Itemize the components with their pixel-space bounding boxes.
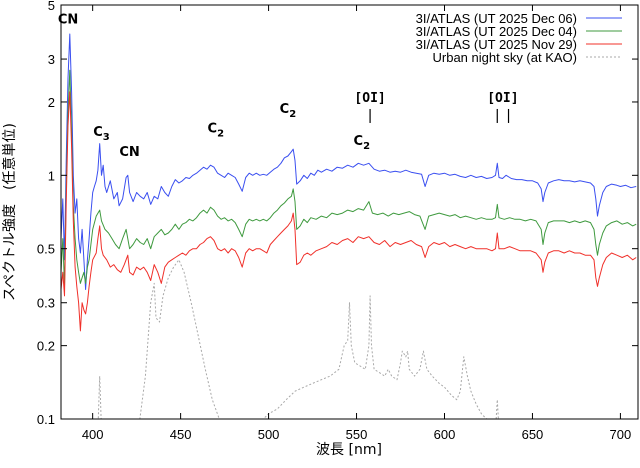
y-tick-label: 0.5 (37, 242, 55, 257)
x-tick-label: 550 (346, 427, 368, 442)
annotation-label: C3 (93, 125, 110, 143)
x-axis-label: 波長 [nm] (316, 442, 382, 458)
y-tick-label: 2 (48, 95, 55, 110)
y-tick-label: 1 (48, 168, 55, 183)
annotation-label: [OI] (354, 91, 385, 106)
series-line-4 (97, 259, 499, 419)
annotation-label: [OI] (487, 91, 518, 106)
x-tick-label: 700 (610, 427, 632, 442)
series-layer (61, 33, 637, 419)
x-tick-label: 400 (82, 427, 104, 442)
x-tick-label: 650 (522, 427, 544, 442)
series-line-2 (61, 69, 637, 287)
y-tick-label: 5 (48, 0, 55, 13)
plot-frame (60, 4, 639, 420)
annotations: CN C3 CN C2 C2 C2 [OI] [OI] (58, 12, 519, 160)
annotation-label: C2 (208, 121, 225, 139)
y-tick-label: 3 (48, 52, 55, 67)
series-line-3 (61, 91, 637, 332)
annotation-label: C2 (280, 102, 297, 120)
series-line-1 (61, 33, 637, 290)
annotation-label: CN (119, 145, 139, 160)
y-tick-label: 0.2 (37, 339, 55, 354)
legend-label: Urban night sky (at KAO) (433, 50, 578, 65)
legend-label: 3I/ATLAS (UT 2025 Dec 04) (416, 24, 577, 39)
axes: 400 450 500 550 600 650 700 0.1 0.2 0.3 0.5 1 2 3 5 (37, 0, 638, 442)
y-tick-label: 0.1 (37, 412, 55, 427)
annotation-label: C2 (354, 134, 371, 152)
x-tick-label: 500 (258, 427, 280, 442)
annotation-label: CN (58, 12, 78, 27)
legend-label: 3I/ATLAS (UT 2025 Dec 06) (416, 11, 577, 26)
x-tick-label: 600 (434, 427, 456, 442)
y-axis-label: スペクトル強度 (任意単位) (1, 123, 18, 301)
legend: 3I/ATLAS (UT 2025 Dec 06)3I/ATLAS (UT 20… (416, 11, 622, 65)
legend-label: 3I/ATLAS (UT 2025 Nov 29) (416, 37, 577, 52)
x-tick-label: 450 (170, 427, 192, 442)
y-tick-label: 0.3 (37, 296, 55, 311)
